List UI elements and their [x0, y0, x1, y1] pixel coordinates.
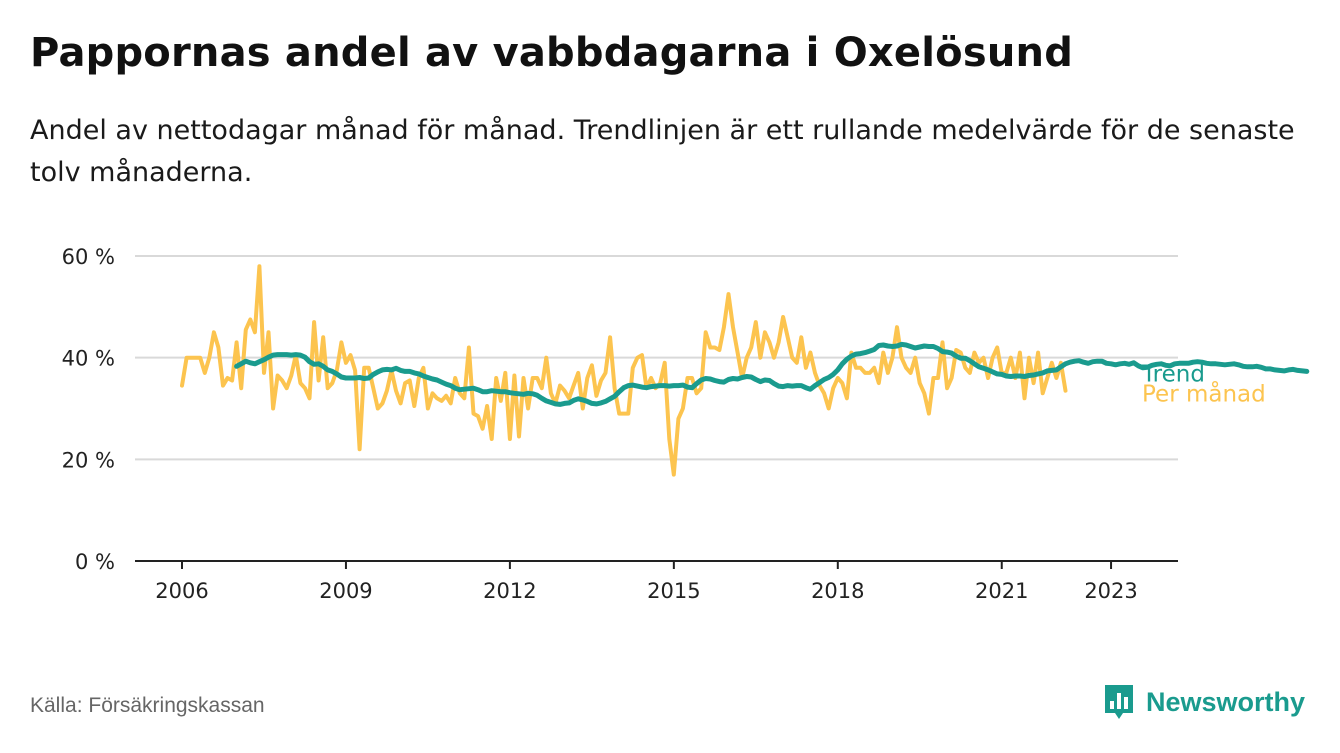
chart-subtitle: Andel av nettodagar månad för månad. Tre…: [30, 115, 1295, 188]
series-line: [234, 341, 1310, 407]
series-lines: [180, 264, 1310, 477]
chart-title: Pappornas andel av vabbdagarna i Oxelösu…: [30, 30, 1074, 76]
series-label: Per månad: [1142, 379, 1266, 407]
x-tick-label: 2023: [1084, 579, 1137, 603]
x-tick-label: 2021: [975, 579, 1028, 603]
y-tick-label: 40 %: [62, 347, 115, 371]
newsworthy-bar-chart-icon: [1105, 685, 1133, 719]
x-tick-label: 2018: [811, 579, 864, 603]
x-tick-label: 2015: [647, 579, 700, 603]
x-tick-label: 2009: [319, 579, 372, 603]
brand-name: Newsworthy: [1146, 686, 1306, 717]
x-tick-label: 2012: [483, 579, 536, 603]
y-tick-label: 60 %: [62, 245, 115, 269]
newsworthy-logo: Newsworthy: [1102, 682, 1305, 722]
line-chart: 0 % 20 % 40 % 60 % 2006 2009 2012 2015 2018 2021…: [62, 245, 1310, 603]
y-axis-ticks: 0 % 20 % 40 % 60 %: [62, 245, 115, 574]
source-note: Källa: Försäkringskassan: [30, 694, 265, 717]
y-tick-label: 20 %: [62, 448, 115, 472]
series-label: Trend: [1141, 361, 1205, 387]
y-tick-label: 0 %: [75, 550, 115, 574]
series-line: [180, 264, 1068, 477]
x-tick-label: 2006: [155, 579, 208, 603]
grid-lines: [135, 255, 1178, 562]
x-axis-ticks: 2006 2009 2012 2015 2018 2021 2023: [155, 561, 1138, 603]
